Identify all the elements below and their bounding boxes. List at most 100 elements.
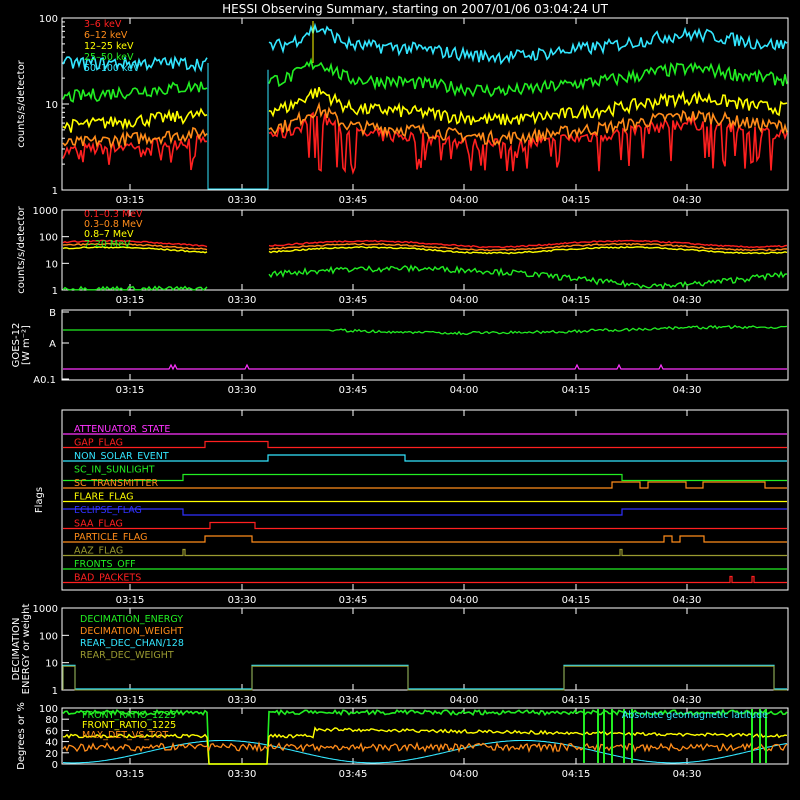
- legend-entry: MAX_DET_VS_TOT: [82, 730, 168, 741]
- y-axis-label: Degrees or %: [16, 702, 27, 770]
- series-line-cyan: [62, 664, 787, 690]
- legend-entry: 50–100 keV: [84, 63, 140, 74]
- series-line-red: [268, 111, 788, 175]
- x-tick-label: 03:15: [116, 595, 145, 606]
- flag-label: ATTENUATOR_STATE: [74, 424, 170, 435]
- series-line-red: [62, 239, 208, 248]
- panel-frame: [61, 17, 789, 191]
- x-tick-label: 04:15: [562, 769, 591, 780]
- series-line-red: [62, 133, 208, 171]
- x-tick-label: 04:30: [673, 595, 702, 606]
- y-tick-label: 100: [39, 14, 58, 25]
- x-tick-label: 03:30: [228, 595, 257, 606]
- y-tick-label: 80: [45, 715, 58, 726]
- x-tick-label: 04:30: [673, 695, 702, 706]
- series-line-yellow: [62, 726, 788, 765]
- y-tick-label: A0.1: [33, 375, 56, 386]
- x-tick-label: 04:30: [673, 385, 702, 396]
- legend-entry: 6–12 keV: [84, 30, 128, 41]
- flag-label: SAA_FLAG: [74, 519, 123, 530]
- legend-entry: 12–25 keV: [84, 41, 134, 52]
- y-tick-label: 100: [39, 233, 58, 244]
- x-tick-label: 03:15: [116, 695, 145, 706]
- series-line-green: [62, 285, 208, 292]
- panel-frame: [61, 409, 789, 591]
- x-tick-label: 04:15: [562, 195, 591, 206]
- flag-trace: [63, 473, 787, 482]
- series-line-orange: [268, 242, 788, 252]
- x-tick-label: 03:45: [339, 195, 368, 206]
- x-tick-label: 04:00: [450, 195, 479, 206]
- series-line-cyan: [268, 22, 788, 66]
- y-tick-label: 10: [45, 259, 58, 270]
- y-tick-label: 40: [45, 738, 58, 749]
- legend-entry: DECIMATION_WEIGHT: [80, 626, 183, 637]
- x-tick-label: 04:00: [450, 385, 479, 396]
- series-line-cyan: [62, 55, 208, 73]
- legend-entry: FRONT_RATIO_1225: [82, 720, 176, 731]
- x-tick-label: 04:15: [562, 385, 591, 396]
- legend-entry: REAR_DEC_WEIGHT: [80, 650, 174, 661]
- x-tick-label: 03:30: [228, 295, 257, 306]
- series-line-green: [268, 57, 788, 98]
- x-tick-label: 03:15: [116, 195, 145, 206]
- series-line-yellow: [62, 107, 208, 133]
- y-axis-label: counts/s/detector: [16, 205, 27, 293]
- x-tick-label: 03:15: [116, 385, 145, 396]
- series-line-orange: [62, 740, 788, 754]
- y-axis-label: GOES-12: [11, 323, 22, 368]
- flag-trace: [63, 535, 787, 543]
- y-tick-label: 100: [39, 631, 58, 642]
- x-tick-label: 03:45: [339, 595, 368, 606]
- y-tick-label: 1000: [33, 604, 58, 615]
- legend-entry: Absolute geomagnetic latitude: [622, 710, 768, 721]
- x-tick-label: 03:30: [228, 385, 257, 396]
- flag-label: NON_SOLAR_EVENT: [74, 451, 169, 462]
- legend-entry: 3–6 keV: [84, 19, 122, 30]
- series-line-orange: [268, 101, 788, 146]
- series-line-orange: [62, 242, 208, 251]
- legend-entry: DECIMATION_ENERGY: [80, 614, 183, 625]
- series-line-goes-long: [63, 324, 788, 336]
- legend-entry: 0.3–0.8 MeV: [84, 219, 143, 230]
- y-tick-label: 100: [39, 704, 58, 715]
- legend-entry: 25–50 keV: [84, 52, 134, 63]
- y-tick-label: 10: [45, 100, 58, 111]
- series-line-cyan: [62, 739, 788, 764]
- x-tick-label: 03:30: [228, 769, 257, 780]
- flag-label: BAD_PACKETS: [74, 573, 141, 584]
- flag-trace: [63, 575, 787, 584]
- y-tick-label: 20: [45, 749, 58, 760]
- series-line-yellow: [268, 86, 788, 126]
- x-tick-label: 03:45: [339, 385, 368, 396]
- y-axis-label: DECIMATION: [11, 617, 22, 680]
- flag-label: GAP_FLAG: [74, 438, 123, 449]
- y-axis-label: counts/s/detector: [16, 59, 27, 147]
- x-tick-label: 03:30: [228, 195, 257, 206]
- y-axis-label: ENERGY or weight: [21, 604, 32, 695]
- y-tick-label: 1: [52, 686, 58, 697]
- y-tick-label: 10: [45, 659, 58, 670]
- series-line-orange: [62, 126, 208, 150]
- x-tick-label: 04:15: [562, 595, 591, 606]
- x-tick-label: 04:30: [673, 195, 702, 206]
- flag-trace: [63, 454, 787, 462]
- flag-trace: [63, 440, 787, 449]
- gap-trace: [207, 62, 269, 190]
- series-line-red: [268, 239, 788, 249]
- x-tick-label: 04:00: [450, 295, 479, 306]
- y-axis-label: [W m⁻²]: [21, 325, 32, 365]
- x-tick-label: 03:45: [339, 295, 368, 306]
- x-tick-label: 03:15: [116, 295, 145, 306]
- flag-label: SC_TRANSMITTER: [74, 478, 159, 489]
- y-tick-label: 1: [52, 286, 58, 297]
- flag-trace: [63, 548, 787, 557]
- x-tick-label: 04:30: [673, 295, 702, 306]
- flag-label: FRONTS_OFF: [74, 559, 136, 570]
- legend-entry: 7–20 MeV: [84, 239, 131, 250]
- flag-trace: [63, 481, 787, 489]
- y-tick-label: B: [49, 308, 56, 319]
- chart-title: HESSI Observing Summary, starting on 200…: [222, 2, 608, 16]
